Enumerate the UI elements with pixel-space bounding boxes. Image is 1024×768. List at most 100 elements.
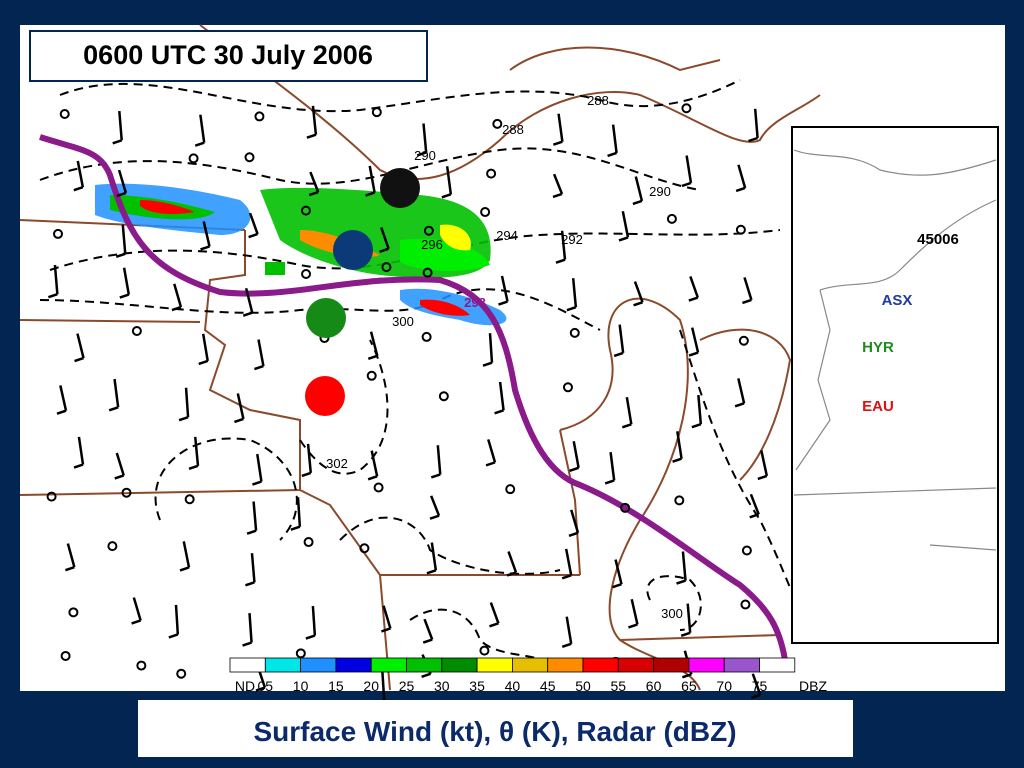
barb-flag: [115, 252, 126, 258]
station-calm: [569, 327, 580, 338]
barb-flag: [613, 351, 624, 358]
wind-barb: [570, 509, 580, 534]
station-calm: [68, 607, 79, 618]
wind-barb: [743, 277, 753, 301]
wind-barb: [630, 598, 639, 625]
wind-barb: [368, 165, 376, 193]
barb-flag: [735, 186, 746, 193]
barb-flag: [194, 141, 205, 147]
contour-label: 300: [392, 314, 414, 329]
colorbar-label: 75: [752, 678, 768, 694]
colorbar-cell: [335, 657, 372, 673]
barb-flag: [742, 298, 752, 305]
wind-barb: [676, 431, 683, 459]
wind-barb: [423, 618, 434, 640]
colorbar-label: 05: [258, 678, 274, 694]
barb-flag: [426, 569, 437, 575]
marker-asx: [333, 230, 373, 270]
wind-barb: [381, 671, 386, 702]
wind-barb: [174, 604, 180, 635]
station-calm: [674, 495, 685, 506]
wind-barb: [306, 443, 313, 474]
colorbar-label: 55: [611, 678, 627, 694]
station-calm: [300, 205, 311, 216]
barb-flag: [255, 686, 266, 692]
wind-barb: [118, 110, 123, 141]
barb-flag: [114, 474, 125, 480]
barb-flag: [672, 457, 682, 463]
wind-barb: [132, 597, 142, 621]
barb-flag: [734, 402, 745, 408]
wind-barb: [115, 452, 125, 476]
barb-flag: [252, 480, 262, 486]
contour-label: 290: [649, 184, 671, 199]
marker-black: [380, 168, 420, 208]
station-calm: [681, 103, 692, 114]
wind-barb: [749, 493, 760, 515]
wind-barb: [753, 108, 759, 139]
barb-flag: [367, 475, 378, 481]
wind-barb: [625, 396, 633, 425]
barb-flag: [131, 619, 142, 625]
barb-flag: [568, 531, 579, 538]
barb-flag: [612, 583, 622, 589]
barb-flag: [681, 181, 692, 188]
colorbar-label: 10: [293, 678, 309, 694]
station-calm: [438, 391, 449, 402]
barb-flag: [242, 641, 252, 647]
colorbar-cell: [300, 657, 337, 673]
wind-barb: [697, 394, 703, 425]
barb-flag: [198, 359, 209, 366]
barb-flag: [494, 409, 504, 415]
wind-barb: [76, 160, 85, 188]
wind-barb: [248, 212, 259, 235]
station-calm: [46, 491, 57, 502]
wind-barb: [370, 450, 379, 477]
station-calm: [371, 107, 382, 118]
wind-barb: [173, 283, 183, 308]
wind-barb: [686, 603, 692, 633]
caption-box: [138, 700, 853, 757]
wind-barb: [76, 333, 85, 359]
contour-label: 288: [502, 122, 524, 137]
station-label: HYR: [862, 339, 894, 356]
barb-flag: [73, 186, 84, 192]
station-calm: [136, 660, 147, 671]
buoy-label: 45006: [917, 231, 959, 248]
wind-barb: [487, 439, 497, 463]
barb-flag: [566, 306, 577, 312]
barb-flag: [691, 423, 702, 429]
wind-barb: [236, 393, 245, 420]
wind-barb: [250, 553, 256, 583]
station-calm: [620, 502, 631, 513]
barb-flag: [234, 417, 244, 424]
colorbar: ND 05 10 15 20 25 30 35 40 45 50 55 60 65 70 75 DBZ: [229, 657, 827, 694]
colorbar-label: 15: [328, 678, 344, 694]
station-calm: [53, 228, 64, 239]
colorbar-cell: [264, 657, 301, 673]
barb-flag: [108, 406, 119, 412]
station-calm: [738, 335, 749, 346]
wind-barb: [552, 173, 564, 195]
wind-barb: [618, 324, 625, 354]
station-calm: [188, 153, 199, 164]
wind-barb: [689, 276, 699, 298]
barb-flag: [74, 356, 84, 363]
wind-barb: [257, 339, 265, 367]
barb-flag: [168, 633, 179, 639]
station-calm: [303, 537, 314, 548]
wind-barb: [560, 230, 567, 260]
wind-barb: [430, 542, 438, 571]
wind-barb: [565, 616, 573, 645]
station-calm: [741, 545, 752, 556]
barb-flag: [552, 140, 563, 146]
wind-barb: [621, 211, 630, 238]
wind-barb: [690, 327, 700, 353]
wind-barb: [571, 278, 578, 308]
wind-barb: [681, 551, 687, 581]
colorbar-label: 35: [469, 678, 485, 694]
colorbar-label: ND: [235, 678, 255, 694]
station-label: ASX: [882, 292, 913, 309]
wind-barb: [252, 501, 258, 531]
station-calm: [562, 382, 573, 393]
